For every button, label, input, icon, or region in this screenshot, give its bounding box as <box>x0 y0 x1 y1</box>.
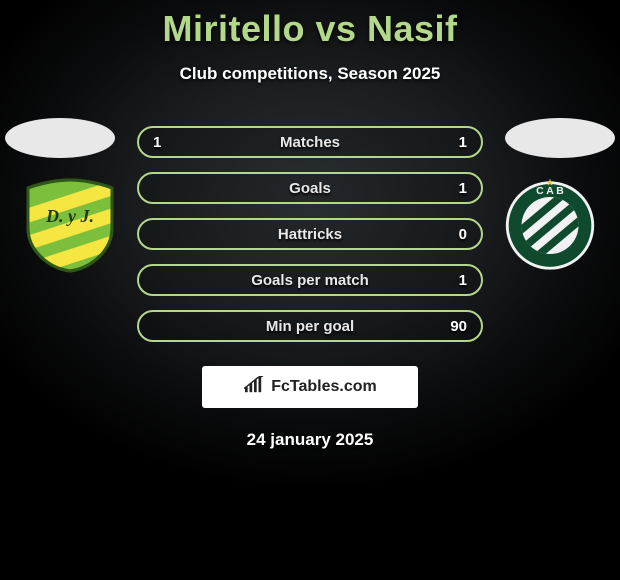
stat-row: Hattricks 0 <box>137 218 483 250</box>
stat-right-value: 1 <box>443 180 467 197</box>
watermark-text: FcTables.com <box>271 378 377 396</box>
stat-label: Goals <box>289 180 331 197</box>
club-crest-right: C A B ★ <box>500 178 600 273</box>
date-label: 24 january 2025 <box>0 430 620 450</box>
page-title: Miritello vs Nasif <box>0 0 620 50</box>
stat-row: 1 Matches 1 <box>137 126 483 158</box>
stat-label: Hattricks <box>278 226 342 243</box>
chart-icon <box>243 376 265 399</box>
stat-right-value: 1 <box>443 272 467 289</box>
stat-label: Matches <box>280 134 340 151</box>
subtitle: Club competitions, Season 2025 <box>0 64 620 84</box>
comparison-card: Miritello vs Nasif Club competitions, Se… <box>0 0 620 580</box>
stat-right-value: 0 <box>443 226 467 243</box>
svg-text:D. y J.: D. y J. <box>45 206 94 226</box>
stat-row: Goals per match 1 <box>137 264 483 296</box>
stat-label: Min per goal <box>266 318 354 335</box>
svg-text:★: ★ <box>546 178 555 189</box>
player-silhouette-left <box>5 118 115 158</box>
stat-right-value: 90 <box>443 318 467 335</box>
club-crest-left: D. y J. <box>20 178 120 273</box>
stat-row: Goals 1 <box>137 172 483 204</box>
stat-row: Min per goal 90 <box>137 310 483 342</box>
stat-left-value: 1 <box>153 134 177 151</box>
stat-right-value: 1 <box>443 134 467 151</box>
stat-label: Goals per match <box>251 272 369 289</box>
watermark[interactable]: FcTables.com <box>202 366 418 408</box>
player-silhouette-right <box>505 118 615 158</box>
